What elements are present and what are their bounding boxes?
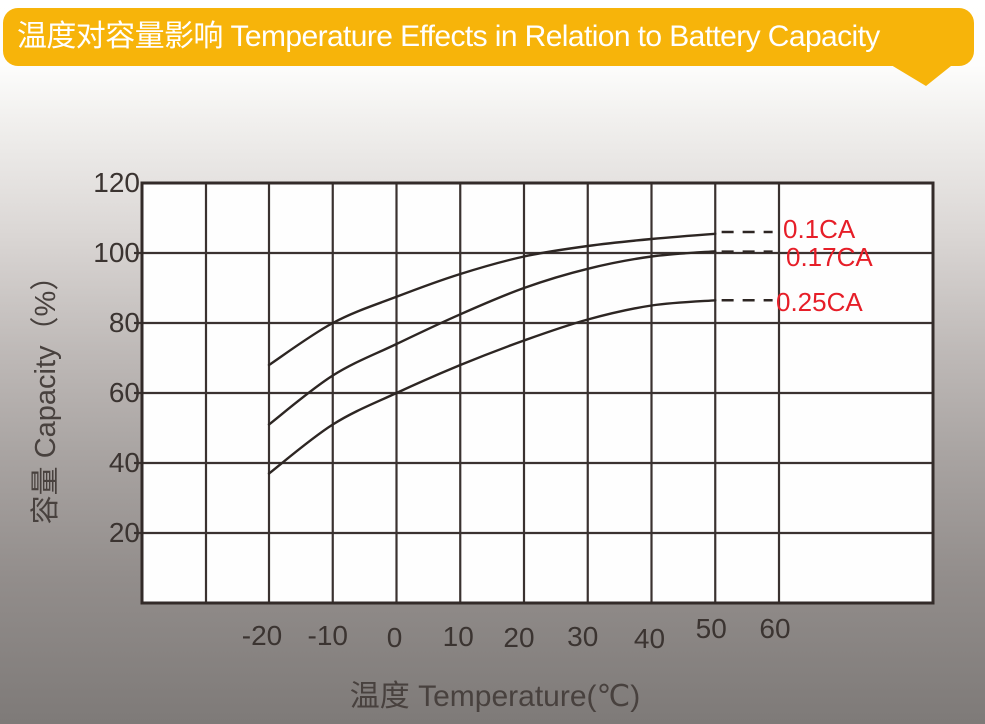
grid-lines xyxy=(134,183,933,603)
page-title: 温度对容量影响 Temperature Effects in Relation … xyxy=(17,20,880,53)
curve-0.17CA xyxy=(267,250,717,426)
banner-tail-icon xyxy=(886,62,956,86)
title-banner: 温度对容量影响 Temperature Effects in Relation … xyxy=(3,8,974,66)
curve-0.1CA xyxy=(267,232,717,367)
plot-border xyxy=(140,181,935,605)
curve-0.25CA xyxy=(267,299,717,475)
